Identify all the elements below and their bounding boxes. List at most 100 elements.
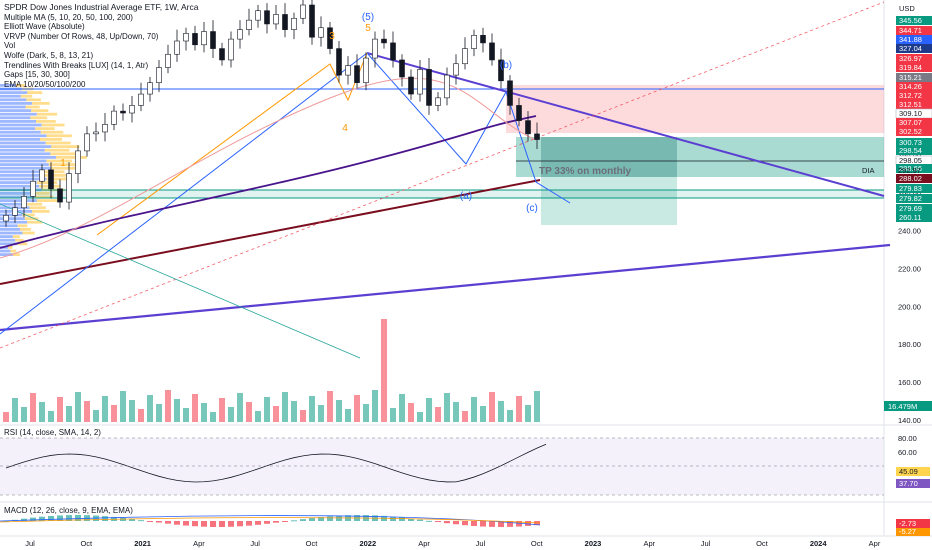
volume-bar (399, 394, 405, 422)
candle-body (84, 133, 90, 152)
volume-profile-bar (0, 231, 23, 235)
channel-line (0, 243, 891, 332)
gap-zone (0, 190, 884, 198)
volume-bar (48, 411, 54, 422)
volume-profile-bar (0, 224, 18, 228)
volume-bar (507, 410, 513, 422)
volume-profile-bar (36, 120, 56, 123)
volume-bar (471, 397, 477, 422)
volume-profile-bar (36, 199, 58, 202)
volume-profile-bar (0, 156, 56, 159)
price-tick-label: 140.00 (898, 416, 921, 425)
volume-profile-bar (0, 199, 37, 202)
volume-profile-bar (22, 231, 35, 235)
candle-body (426, 69, 432, 106)
macd-bar (309, 518, 315, 521)
price-tick-label: 180.00 (898, 340, 921, 349)
volume-bar (273, 406, 279, 422)
macd-bar (129, 518, 135, 521)
volume-profile-bar (0, 148, 45, 152)
price-badge (896, 184, 932, 193)
volume-profile-bar (34, 195, 54, 199)
macd-label[interactable]: MACD (12, 26, close, 9, EMA, EMA) (4, 506, 133, 515)
candle-body (444, 74, 450, 99)
legend-item[interactable]: Gaps [15, 30, 300] (4, 70, 70, 80)
macd-pane (0, 515, 541, 527)
volume-bar (318, 405, 324, 422)
volume-bar (3, 412, 9, 422)
legend-item[interactable]: Trendlines With Breaks [LUX] (14, 1, Atr… (4, 60, 149, 70)
candle-body (156, 67, 162, 83)
candle-body (390, 42, 396, 61)
rsi-label[interactable]: RSI (14, close, SMA, 14, 2) (4, 428, 101, 437)
price-badge (896, 118, 932, 127)
chart-title: SPDR Dow Jones Industrial Average ETF, 1… (4, 2, 199, 12)
indicator-legend: SPDR Dow Jones Industrial Average ETF, 1… (4, 2, 199, 89)
legend-item[interactable]: Vol (4, 41, 16, 51)
candles (3, 0, 540, 227)
price-badge (896, 127, 932, 136)
volume-bar (165, 390, 171, 422)
candle-body (174, 40, 180, 55)
volume-profile-bar (36, 112, 58, 116)
candle-body (102, 124, 108, 133)
time-tick-label: Apr (193, 539, 205, 548)
volume-profile-bar (0, 220, 28, 224)
macd-bar (525, 521, 531, 526)
price-badge (896, 63, 932, 72)
volume-profile-bar (0, 159, 47, 163)
candle-body (354, 65, 360, 83)
macd-bar (237, 521, 243, 527)
candle-body (39, 169, 45, 182)
candle-body (228, 38, 234, 61)
macd-bar (210, 521, 216, 527)
volume-profile-bar (51, 166, 80, 170)
candle-body (291, 17, 297, 30)
volume-profile-bar (0, 166, 52, 170)
macd-bar (444, 521, 450, 524)
volume-bar (174, 399, 180, 422)
macd-bar (165, 521, 171, 524)
price-badge (896, 194, 932, 203)
volume-profile-bar (35, 127, 55, 130)
macd-bar (156, 521, 162, 523)
volume-bar (489, 392, 495, 422)
volume-bar (102, 396, 108, 422)
volume-bars (3, 319, 540, 422)
volume-profile-bar (0, 120, 36, 123)
legend-item[interactable]: Elliott Wave (Absolute) (4, 22, 85, 32)
candle-body (264, 10, 270, 25)
candle-body (21, 196, 27, 209)
legend-item[interactable]: EMA 10/20/50/100/200 (4, 79, 86, 89)
volume-profile-bar (0, 138, 40, 141)
macd-bar (174, 521, 180, 525)
volume-profile-bar (27, 91, 43, 94)
macd-bar (291, 520, 297, 522)
macd-badge (896, 519, 930, 528)
legend-item[interactable]: Wolfe (Dark, 5, 8, 13, 21) (4, 50, 94, 60)
time-tick-label: Oct (756, 539, 769, 548)
volume-profile-bar (41, 123, 65, 127)
rsi-pane (0, 437, 884, 496)
price-badge-label: 315.21 (899, 73, 922, 82)
volume-profile-bar (40, 138, 62, 141)
price-badge (896, 91, 932, 100)
legend-item[interactable]: Multiple MA (5, 10, 20, 50, 100, 200) (4, 12, 133, 22)
volume-profile-bar (0, 84, 16, 87)
volume-bar (201, 403, 207, 422)
volume-profile-bar (16, 84, 25, 87)
candle-body (453, 63, 459, 76)
macd-badge (896, 528, 930, 536)
macd-bar (102, 516, 108, 521)
time-tick-label: Oct (80, 539, 93, 548)
volume-bar (345, 409, 351, 422)
ma-line (0, 77, 537, 259)
macd-bar (120, 517, 126, 521)
macd-bar (219, 521, 225, 527)
candle-body (246, 19, 252, 30)
legend-item[interactable]: VRVP (Number Of Rows, 48, Up/Down, 70) (4, 31, 159, 41)
volume-bar (219, 398, 225, 422)
price-badge-label: 312.72 (899, 91, 922, 100)
volume-bar (237, 393, 243, 422)
